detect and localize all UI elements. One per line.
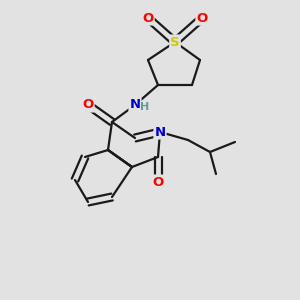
Text: O: O	[152, 176, 164, 188]
Text: S: S	[170, 35, 180, 49]
Text: N: N	[154, 125, 166, 139]
Text: H: H	[140, 102, 150, 112]
Text: O: O	[82, 98, 94, 112]
Text: N: N	[129, 98, 141, 112]
Text: O: O	[142, 11, 154, 25]
Text: O: O	[196, 11, 208, 25]
